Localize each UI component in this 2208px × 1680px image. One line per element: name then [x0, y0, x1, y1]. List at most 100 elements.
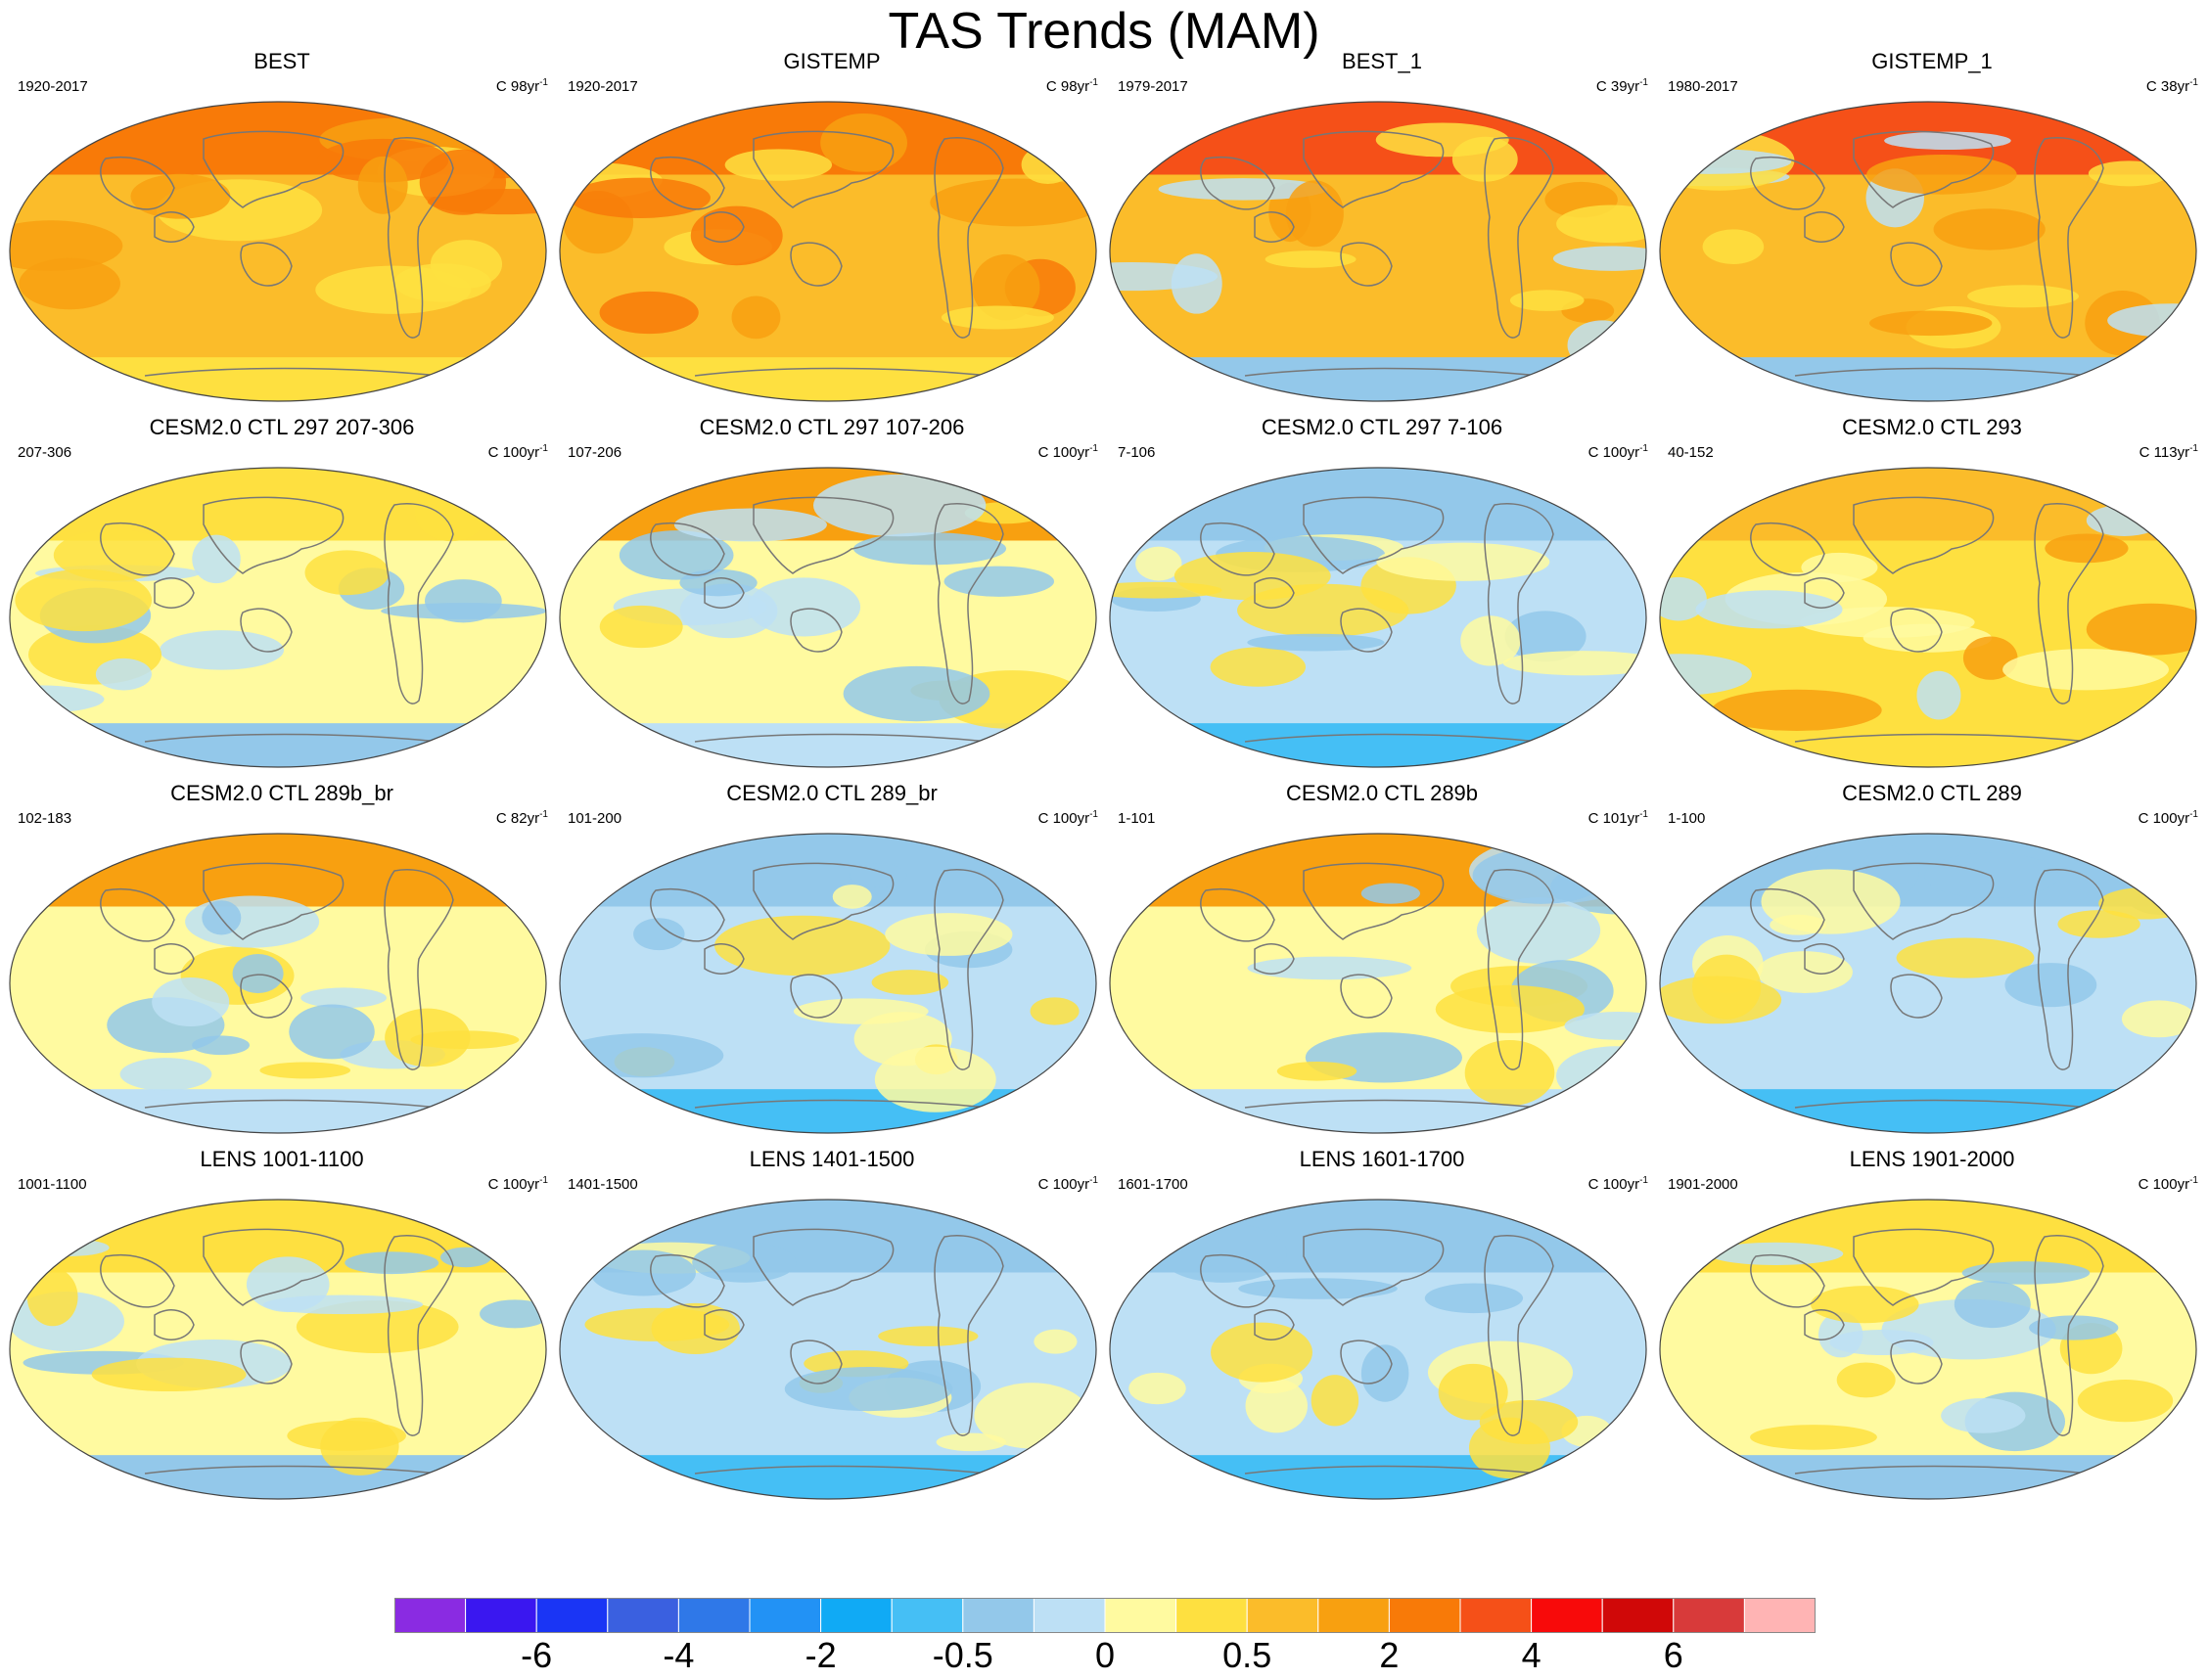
map-border: [559, 101, 1097, 402]
trend-patch: [1438, 1363, 1508, 1421]
map-border: [1659, 1199, 2197, 1500]
colorbar-tick-label: -6: [521, 1635, 553, 1675]
trend-patch: [259, 1062, 351, 1079]
trend-patch: [784, 1367, 953, 1412]
panel-period: 40-152: [1668, 444, 1714, 461]
map-border: [559, 1199, 1097, 1500]
colorbar-tick-label: -2: [805, 1635, 837, 1675]
colorbar-tick-label: 0: [1094, 1635, 1116, 1675]
trend-patch: [843, 665, 990, 722]
trend-patch: [1435, 984, 1586, 1033]
map-south-band: [560, 1455, 1096, 1499]
trend-patch: [1941, 1397, 2026, 1433]
trend-patch: [1757, 951, 1853, 993]
coastline: [203, 862, 345, 940]
trend-patch: [633, 918, 685, 951]
panel-period: 1920-2017: [18, 78, 88, 95]
coastline: [144, 367, 439, 377]
trend-patch: [724, 149, 833, 181]
trend-patch: [599, 605, 683, 649]
trend-patch: [1504, 611, 1587, 662]
coastline: [650, 1254, 725, 1308]
coastline: [100, 1254, 175, 1308]
trend-patch: [1961, 1261, 2091, 1285]
trend-patch: [820, 113, 907, 172]
trend-patch: [936, 1432, 1007, 1452]
panel-title: CESM2.0 CTL 297 107-206: [699, 415, 965, 439]
coastline: [753, 496, 895, 574]
coastline: [1804, 943, 1845, 975]
trend-patch: [1695, 590, 1843, 629]
map-panel: CESM2.0 CTL 289_br 101-200 C 100yr-1: [558, 771, 1106, 1134]
coastline: [650, 888, 725, 942]
trend-patch: [23, 1239, 110, 1257]
coastline: [203, 130, 345, 208]
colorbar-swatch: [962, 1598, 1035, 1633]
world-map: [9, 833, 547, 1134]
coastline: [2034, 869, 2104, 1070]
map-south-band: [10, 723, 546, 767]
trend-patch: [1761, 869, 1901, 934]
map-panel: BEST_1 1979-2017 C 39yr-1: [1108, 39, 1656, 402]
trend-patch: [561, 1033, 724, 1078]
coastline: [100, 888, 175, 942]
world-map: [559, 833, 1097, 1134]
coastline: [704, 943, 745, 975]
trend-patch: [871, 970, 949, 995]
trend-patch: [152, 976, 230, 1026]
coastline: [1890, 974, 1943, 1019]
trend-patch: [414, 482, 488, 542]
world-map: [1659, 1199, 2197, 1500]
panel-title: LENS 1401-1500: [749, 1147, 915, 1171]
coastline: [1890, 242, 1943, 287]
panel-title: CESM2.0 CTL 289b: [1285, 781, 1479, 805]
colorbar-swatch: [1673, 1598, 1745, 1633]
map-panel: CESM2.0 CTL 297 7-106 7-106 C 100yr-1: [1108, 405, 1656, 768]
coastline: [240, 974, 293, 1019]
trend-patch: [832, 885, 872, 909]
trend-patch: [1034, 1329, 1078, 1354]
trend-patch: [1868, 310, 1993, 337]
panel-title: LENS 1901-2000: [1849, 1147, 2015, 1171]
trend-patch: [2057, 910, 2140, 938]
world-map: [1109, 101, 1647, 402]
trend-patch: [1460, 615, 1521, 666]
world-map: [9, 467, 547, 768]
coastline: [1750, 522, 1825, 576]
colorbar-swatch: [1246, 1598, 1319, 1633]
coastline: [1244, 367, 1540, 377]
coastline: [1750, 157, 1825, 210]
trend-patch: [1238, 1278, 1398, 1299]
colorbar-swatch: [1743, 1598, 1816, 1633]
coastline: [694, 1465, 989, 1475]
map-border: [559, 467, 1097, 768]
trend-patch: [393, 263, 491, 302]
panel-units: C 38yr-1: [2145, 77, 2198, 95]
map-border: [1109, 467, 1647, 768]
trend-patch: [1866, 154, 2017, 195]
coastline: [1254, 211, 1295, 243]
panel-units: C 39yr-1: [1595, 77, 1648, 95]
coastline: [753, 862, 895, 940]
coastline: [1244, 733, 1540, 743]
panel-units: C 100yr-1: [1037, 443, 1098, 461]
trend-patch: [1211, 1322, 1312, 1383]
trend-patch: [2002, 649, 2169, 691]
map-south-band: [560, 357, 1096, 401]
trend-patch: [1884, 131, 2011, 150]
panel-period: 107-206: [568, 444, 622, 461]
world-map: [1109, 833, 1647, 1134]
coastline: [790, 974, 843, 1019]
coastline: [203, 1228, 345, 1306]
coastline: [384, 137, 454, 339]
trend-patch: [15, 568, 153, 632]
colorbar-tick-label: 0.5: [1222, 1635, 1272, 1675]
panel-period: 7-106: [1118, 444, 1156, 461]
coastline: [1750, 1254, 1825, 1308]
colorbar-swatch: [749, 1598, 822, 1633]
map-south-band: [1660, 1089, 2196, 1133]
coastline: [790, 1339, 843, 1385]
coastline: [1303, 496, 1445, 574]
coastline: [1484, 137, 1554, 339]
world-map: [9, 1199, 547, 1500]
